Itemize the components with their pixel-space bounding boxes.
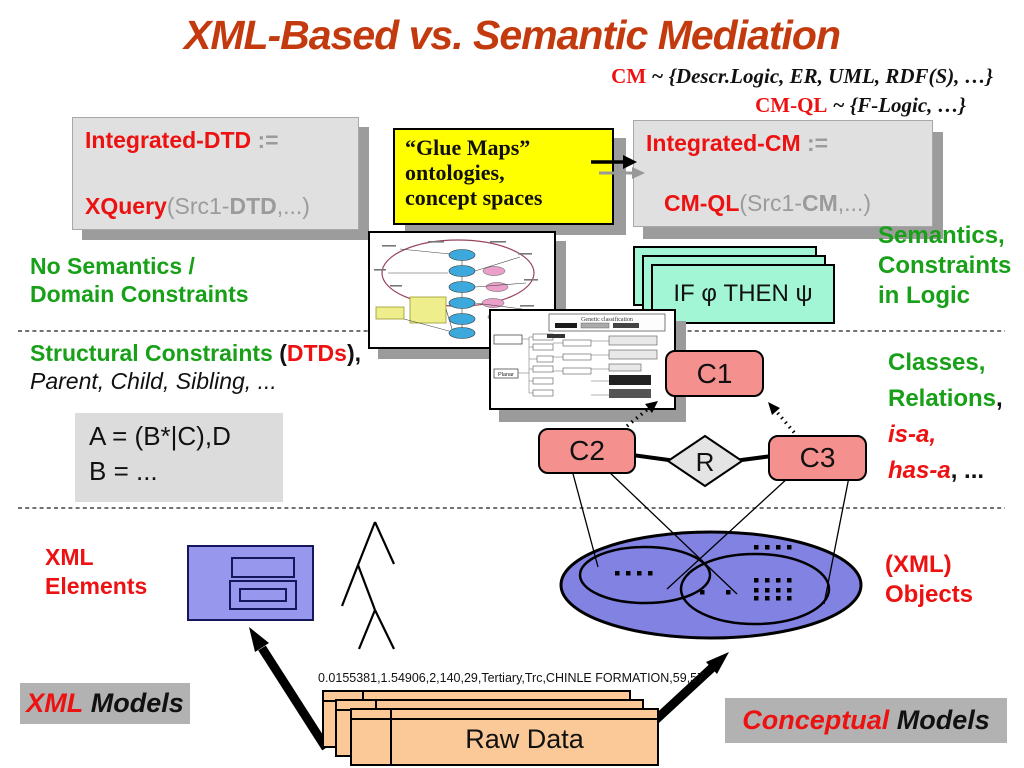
class-box-c1: C1 bbox=[665, 350, 764, 397]
nested-element-2 bbox=[229, 580, 297, 610]
glue-maps-box: “Glue Maps” ontologies, concept spaces bbox=[393, 128, 614, 225]
dtd-grammar-box: A = (B*|C),D B = ... bbox=[75, 413, 283, 502]
rule-box-front: IF φ THEN ψ bbox=[651, 264, 835, 324]
c3-isa-arrow bbox=[768, 402, 800, 439]
cmql-definition-note: CM-QL ~ {F-Logic, …} bbox=[755, 93, 966, 117]
glue-maps-line1: “Glue Maps” bbox=[405, 135, 531, 160]
cmql-term: CM-QL bbox=[755, 93, 828, 117]
xml-tree-icon bbox=[340, 521, 396, 650]
raw-data-sheet-front: Raw Data bbox=[350, 708, 659, 766]
integrated-dtd-line1: Integrated-DTD := bbox=[85, 127, 279, 153]
conceptual-models-label: Conceptual Models bbox=[725, 698, 1007, 743]
raw-data-sample-text: 0.0155381,1.54906,2,140,29,Tertiary,Trc,… bbox=[318, 671, 705, 685]
semantics-in-logic-label: Semantics, Constraints in Logic bbox=[878, 222, 1012, 309]
c2-relation-line bbox=[631, 453, 677, 463]
cm-definition-note: CM ~ {Descr.Logic, ER, UML, RDF(S), …} bbox=[611, 64, 993, 88]
classification-header: Genetic classification bbox=[581, 316, 633, 323]
raw-to-objects-arrow bbox=[644, 652, 729, 731]
nested-element-3 bbox=[239, 588, 287, 602]
xml-elements-label: XML Elements bbox=[45, 544, 148, 599]
classes-relations-label: Classes, Relations, is-a, has-a, ... bbox=[888, 349, 1003, 484]
class-instance-lines bbox=[571, 469, 850, 605]
xml-objects-label: (XML) Objects bbox=[885, 551, 974, 608]
relation-label: R bbox=[696, 447, 715, 477]
c3-relation-line bbox=[733, 454, 773, 463]
object-dots bbox=[615, 545, 792, 601]
cm-term: CM bbox=[611, 64, 647, 88]
integrated-cm-line2: CM-QL(Src1-CM,...) bbox=[664, 190, 872, 216]
integrated-dtd-box: Integrated-DTD := XQuery(Src1-DTD,...) bbox=[72, 117, 359, 230]
xml-element-box bbox=[187, 545, 314, 621]
concept-map-thumbnail bbox=[368, 231, 556, 349]
relation-diamond bbox=[666, 434, 744, 488]
structural-constraints-label: Structural Constraints (DTDs), Parent, C… bbox=[30, 340, 362, 394]
integrated-dtd-line2: XQuery(Src1-DTD,...) bbox=[85, 193, 310, 219]
nested-element-1 bbox=[231, 557, 295, 578]
glue-maps-line2: ontologies, bbox=[405, 160, 505, 186]
no-semantics-label: No Semantics / Domain Constraints bbox=[30, 253, 249, 308]
xml-objects-ellipse bbox=[559, 530, 863, 640]
classification-item-planar: Planar bbox=[498, 372, 514, 378]
glue-maps-line3: concept spaces bbox=[405, 185, 543, 211]
xml-models-label: XML Models bbox=[20, 683, 190, 724]
classification-thumbnail: Genetic classification Planar bbox=[489, 309, 676, 410]
class-box-c2: C2 bbox=[538, 428, 636, 474]
rule-text: IF φ THEN ψ bbox=[673, 280, 813, 307]
raw-data-label: Raw Data bbox=[465, 724, 584, 754]
class-box-c3: C3 bbox=[768, 435, 867, 481]
page-title: XML-Based vs. Semantic Mediation bbox=[183, 12, 841, 58]
raw-to-elements-arrow bbox=[249, 627, 330, 751]
integrated-cm-line1: Integrated-CM := bbox=[646, 130, 829, 156]
integrated-cm-box: Integrated-CM := CM-QL(Src1-CM,...) bbox=[633, 120, 933, 227]
